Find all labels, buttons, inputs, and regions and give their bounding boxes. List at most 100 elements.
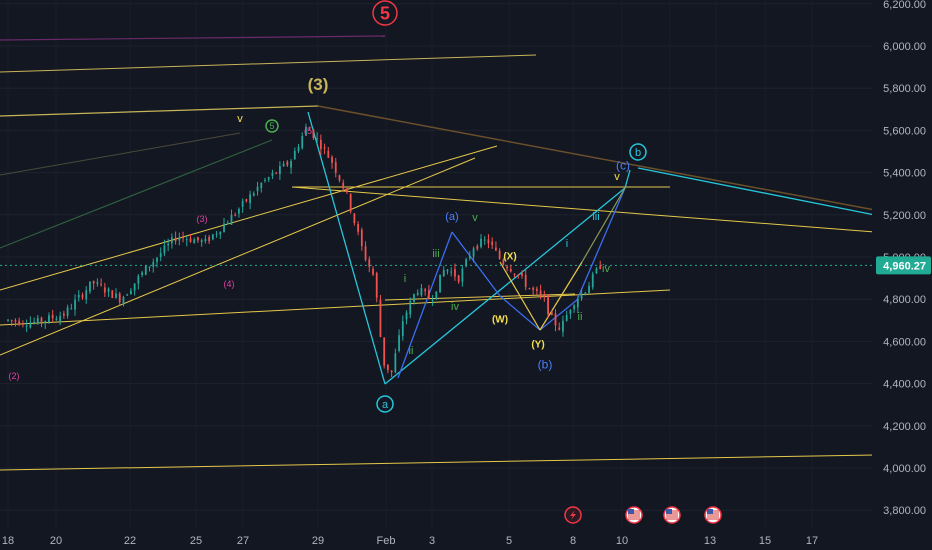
candle-body — [472, 248, 475, 257]
candle-body — [226, 222, 229, 225]
us-flag-icon[interactable] — [663, 506, 681, 524]
us-flag-icon[interactable] — [625, 506, 643, 524]
wave-label: iii — [432, 248, 439, 260]
candle-body — [565, 315, 568, 321]
time-tick-label: 27 — [237, 535, 249, 547]
candle-body — [70, 308, 73, 310]
wave-line — [576, 187, 626, 301]
wave-label: v — [472, 212, 478, 224]
candle-body — [152, 262, 155, 267]
candle-body — [252, 193, 255, 196]
candle-body — [491, 241, 494, 246]
candle-body — [208, 237, 211, 242]
candle-body — [238, 208, 240, 214]
purple-trend-line — [0, 35, 386, 41]
wave-line — [384, 187, 626, 385]
candle-body — [476, 246, 479, 249]
trend-line — [384, 293, 576, 301]
candle-body — [96, 282, 99, 284]
candle-body — [290, 161, 292, 168]
candle-body — [40, 317, 43, 323]
current-price-label: 4,960.27 — [883, 260, 926, 272]
trend-line — [499, 261, 541, 331]
candle-body — [193, 239, 196, 244]
time-tick-label: 5 — [506, 535, 512, 547]
candle-body — [107, 288, 110, 292]
candle-body — [483, 239, 486, 241]
time-tick-label: 17 — [806, 535, 818, 547]
trend-line — [0, 157, 476, 356]
trend-line — [0, 132, 241, 176]
candle-body — [591, 273, 594, 288]
candle-body — [543, 295, 546, 298]
candle-body — [33, 321, 35, 323]
candle-body — [338, 175, 341, 181]
candle-body — [219, 231, 222, 235]
wave-label: b — [635, 147, 641, 159]
price-tick-label: 6,200.00 — [883, 0, 926, 11]
candle-body — [59, 315, 62, 322]
candle-body — [25, 325, 28, 327]
time-axis-bg — [0, 528, 932, 550]
time-axis[interactable]: 18 20 22 25 27 29 Feb 3 5 8 10 13 15 17 — [0, 528, 932, 550]
wave-label: ii — [409, 345, 414, 357]
price-tick-label: 5,200.00 — [883, 210, 926, 222]
wave-label: (3) — [308, 75, 329, 94]
candle-body — [7, 319, 9, 321]
brown-trend-line — [317, 105, 876, 211]
candle-body — [297, 146, 300, 152]
candle-body — [427, 290, 430, 299]
trend-line — [0, 145, 498, 291]
candle-body — [468, 255, 471, 259]
candle-body — [267, 177, 270, 180]
candle-body — [308, 129, 311, 131]
candle-body — [524, 274, 527, 287]
candle-body — [29, 322, 32, 328]
wave-label: (a) — [445, 211, 458, 223]
candle-body — [595, 268, 598, 274]
candle-body — [323, 147, 326, 149]
candle-body — [480, 238, 482, 248]
candle-body — [316, 138, 319, 140]
candle-body — [249, 194, 251, 204]
wave-label: a — [382, 399, 389, 411]
candle-body — [558, 327, 561, 330]
candle-body — [528, 288, 531, 290]
candle-body — [215, 233, 218, 235]
candles — [7, 123, 602, 378]
candle-body — [44, 320, 47, 324]
time-tick-label: 8 — [570, 535, 576, 547]
candle-body — [550, 311, 553, 316]
price-tick-label: 6,000.00 — [883, 41, 926, 53]
candle-body — [48, 315, 50, 323]
price-axis[interactable]: 3,800.00 4,000.00 4,200.00 4,400.00 4,600.00… — [872, 0, 932, 550]
candle-body — [450, 271, 453, 273]
candle-body — [547, 294, 549, 314]
candle-body — [342, 182, 345, 189]
lightning-icon[interactable] — [564, 506, 582, 524]
price-tick-label: 4,400.00 — [883, 379, 926, 391]
candle-body — [234, 214, 237, 216]
candle-body — [122, 297, 125, 305]
candle-body — [435, 291, 438, 299]
candle-body — [327, 150, 330, 158]
event-icons[interactable] — [564, 506, 722, 524]
candle-body — [167, 243, 170, 246]
candle-body — [159, 253, 162, 257]
candle-body — [439, 274, 441, 293]
candle-body — [89, 281, 91, 292]
time-tick-label: 20 — [50, 535, 62, 547]
candle-body — [498, 250, 501, 259]
candle-body — [66, 307, 69, 316]
candle-body — [178, 237, 181, 241]
wave-line — [451, 231, 501, 297]
us-flag-icon[interactable] — [704, 506, 722, 524]
candle-body — [36, 317, 39, 324]
time-tick-label: 22 — [124, 535, 136, 547]
candle-body — [364, 246, 367, 260]
candle-body — [502, 259, 505, 265]
time-tick-label: 13 — [704, 535, 716, 547]
current-price-badge — [876, 256, 931, 275]
candle-body — [390, 370, 393, 373]
